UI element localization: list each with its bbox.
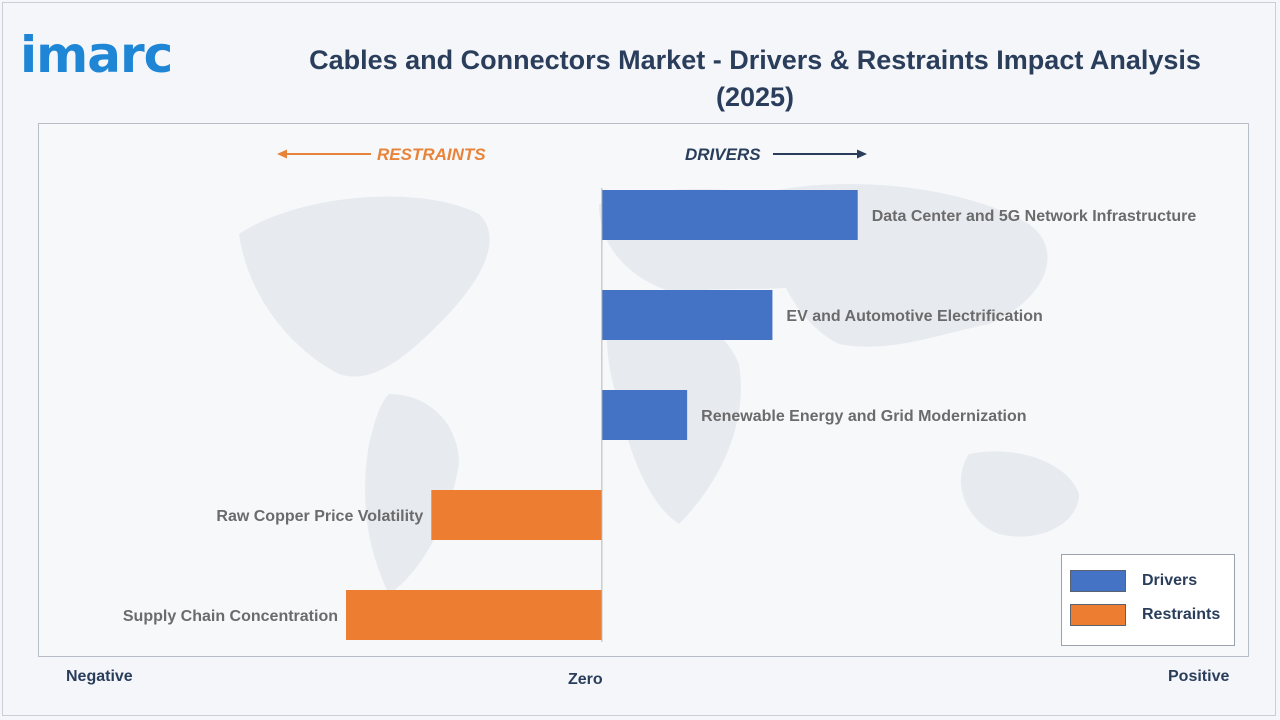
bar-data-center-and-5g-network-infrastructure — [601, 190, 858, 240]
axis-negative-label: Negative — [66, 668, 133, 685]
legend-swatch-restraints — [1070, 604, 1126, 626]
drivers-arrowhead — [857, 149, 867, 159]
bar-label: Supply Chain Concentration — [123, 608, 338, 625]
legend-label-restraints: Restraints — [1142, 606, 1221, 623]
drivers-direction: DRIVERS — [685, 145, 867, 164]
axis-zero-label: Zero — [568, 671, 603, 688]
imarc-logo: imarc — [20, 26, 173, 84]
chart-legend: Drivers Restraints — [1061, 554, 1235, 646]
bar-label: Renewable Energy and Grid Modernization — [701, 408, 1026, 425]
legend-label-drivers: Drivers — [1142, 572, 1198, 589]
bar-label: Data Center and 5G Network Infrastructur… — [872, 208, 1197, 225]
plot-area: Data Center and 5G Network Infrastructur… — [38, 123, 1249, 657]
legend-item-drivers: Drivers — [1070, 569, 1197, 593]
bar-raw-copper-price-volatility — [431, 490, 602, 540]
axis-positive-label: Positive — [1168, 668, 1230, 685]
bar-label: Raw Copper Price Volatility — [216, 508, 423, 525]
restraints-direction-label: RESTRAINTS — [377, 145, 486, 164]
bar-supply-chain-concentration — [346, 590, 602, 640]
restraints-direction: RESTRAINTS — [277, 145, 486, 164]
bar-label: EV and Automotive Electrification — [786, 308, 1042, 325]
legend-swatch-drivers — [1070, 570, 1126, 592]
page-title: Cables and Connectors Market - Drivers &… — [309, 45, 1201, 112]
impact-chart: Data Center and 5G Network Infrastructur… — [123, 145, 1197, 642]
bar-renewable-energy-and-grid-modernization — [601, 390, 688, 440]
restraints-arrowhead — [277, 149, 287, 159]
drivers-direction-label: DRIVERS — [685, 145, 761, 164]
bar-ev-and-automotive-electrification — [601, 290, 773, 340]
legend-item-restraints: Restraints — [1070, 603, 1220, 627]
